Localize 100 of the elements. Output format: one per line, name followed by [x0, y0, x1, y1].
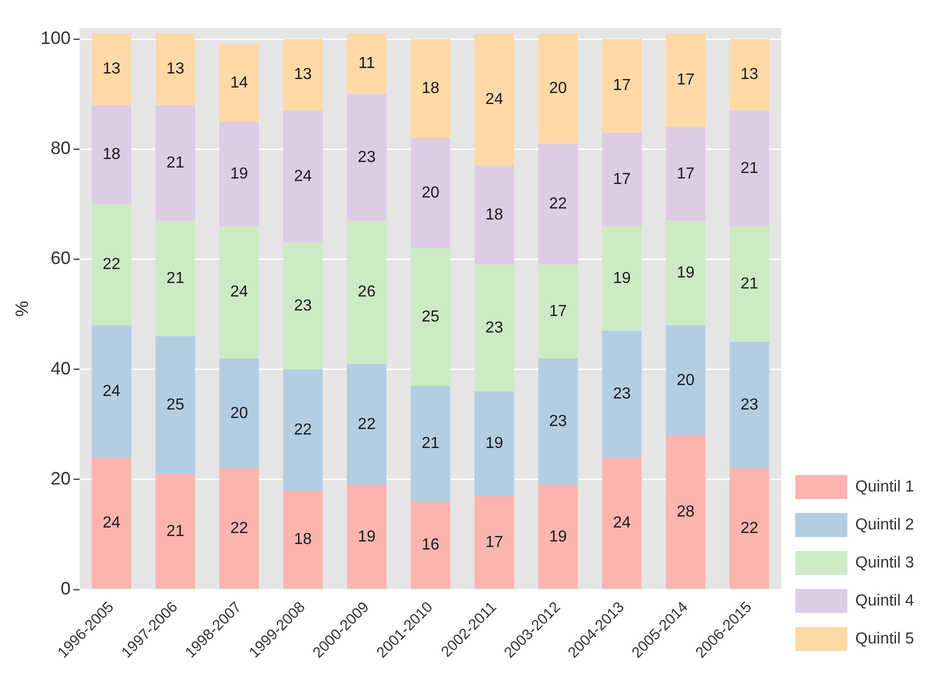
legend-label: Quintil 5: [855, 630, 914, 648]
bar: [538, 358, 578, 485]
data-label: 17: [676, 165, 695, 182]
data-label: 21: [166, 522, 184, 540]
bar: [92, 457, 132, 589]
data-label: 13: [740, 66, 758, 84]
bar: [666, 325, 706, 436]
bar: [283, 490, 323, 589]
bar: [410, 501, 450, 589]
data-label: 24: [102, 514, 121, 532]
data-label: 19: [612, 270, 631, 287]
bar: [730, 39, 770, 111]
bar: [156, 474, 196, 589]
data-label: 21: [740, 275, 758, 292]
bar: [156, 105, 196, 221]
bar: [602, 457, 642, 589]
bar: [283, 110, 323, 243]
bar: [346, 364, 386, 485]
data-label: 25: [422, 308, 440, 326]
bar: [92, 204, 132, 326]
bar: [602, 39, 642, 133]
y-axis-title: %: [12, 300, 32, 317]
legend-label: Quintil 1: [855, 478, 914, 496]
data-label: 17: [612, 77, 631, 94]
legend-label: Quintil 3: [855, 554, 914, 572]
bar: [346, 484, 386, 589]
data-label: 24: [294, 168, 312, 186]
data-label: 22: [740, 520, 758, 538]
data-label: 23: [358, 148, 376, 166]
data-label: 22: [294, 421, 312, 438]
bar: [219, 226, 259, 358]
data-label: 19: [358, 528, 376, 546]
bar: [474, 166, 514, 265]
data-label: 19: [549, 528, 568, 546]
data-label: 18: [422, 80, 440, 97]
data-label: 18: [485, 206, 504, 224]
data-label: 19: [676, 264, 695, 282]
data-label: 20: [230, 404, 248, 422]
bar: [92, 325, 132, 458]
bar: [730, 110, 770, 226]
bar: [283, 369, 323, 490]
bar: [538, 34, 578, 144]
bar: [410, 386, 450, 502]
legend-label: Quintil 4: [855, 592, 914, 610]
data-label: 21: [740, 160, 758, 177]
bar: [730, 342, 770, 468]
bar: [538, 144, 578, 265]
data-label: 20: [676, 372, 695, 389]
y-tick-label: 20: [50, 468, 71, 488]
data-label: 21: [166, 270, 184, 287]
bar: [346, 34, 386, 94]
bar: [346, 220, 386, 364]
bar: [410, 138, 450, 248]
legend-label: Quintil 2: [855, 516, 914, 534]
data-label: 25: [166, 396, 184, 414]
data-label: 22: [358, 416, 376, 433]
data-label: 17: [549, 302, 568, 320]
bar: [602, 226, 642, 331]
data-label: 17: [612, 170, 631, 188]
bar: [92, 105, 132, 204]
data-label: 11: [358, 55, 376, 72]
bar: [474, 496, 514, 589]
bar: [219, 468, 259, 589]
bar: [410, 39, 450, 138]
data-label: 16: [422, 536, 440, 554]
data-label: 13: [294, 66, 312, 84]
data-label: 24: [230, 284, 248, 301]
data-label: 20: [549, 80, 568, 97]
data-label: 19: [485, 435, 504, 452]
data-label: 13: [102, 60, 121, 78]
data-label: 24: [485, 90, 504, 108]
data-label: 23: [485, 319, 504, 336]
bar: [666, 127, 706, 221]
bar: [283, 242, 323, 370]
bar: [156, 336, 196, 474]
bar: [92, 34, 132, 106]
data-label: 24: [612, 514, 631, 532]
bar: [730, 226, 770, 342]
data-label: 19: [230, 165, 248, 182]
bar: [219, 358, 259, 468]
data-label: 14: [230, 74, 248, 92]
data-label: 20: [422, 184, 440, 202]
data-label: 22: [230, 520, 248, 538]
bar: [474, 264, 514, 392]
bar: [602, 132, 642, 226]
bar: [730, 468, 770, 589]
y-tick-label: 80: [50, 138, 71, 158]
bar: [602, 330, 642, 458]
data-label: 17: [676, 72, 695, 89]
data-label: 13: [166, 60, 184, 78]
data-label: 22: [102, 256, 121, 274]
bar: [410, 248, 450, 386]
bar: [538, 484, 578, 589]
bar: [156, 220, 196, 336]
bar: [474, 34, 514, 166]
data-label: 23: [549, 413, 568, 430]
data-label: 21: [422, 435, 440, 452]
data-label: 18: [102, 146, 121, 164]
data-label: 24: [102, 382, 121, 400]
data-label: 21: [166, 154, 184, 172]
